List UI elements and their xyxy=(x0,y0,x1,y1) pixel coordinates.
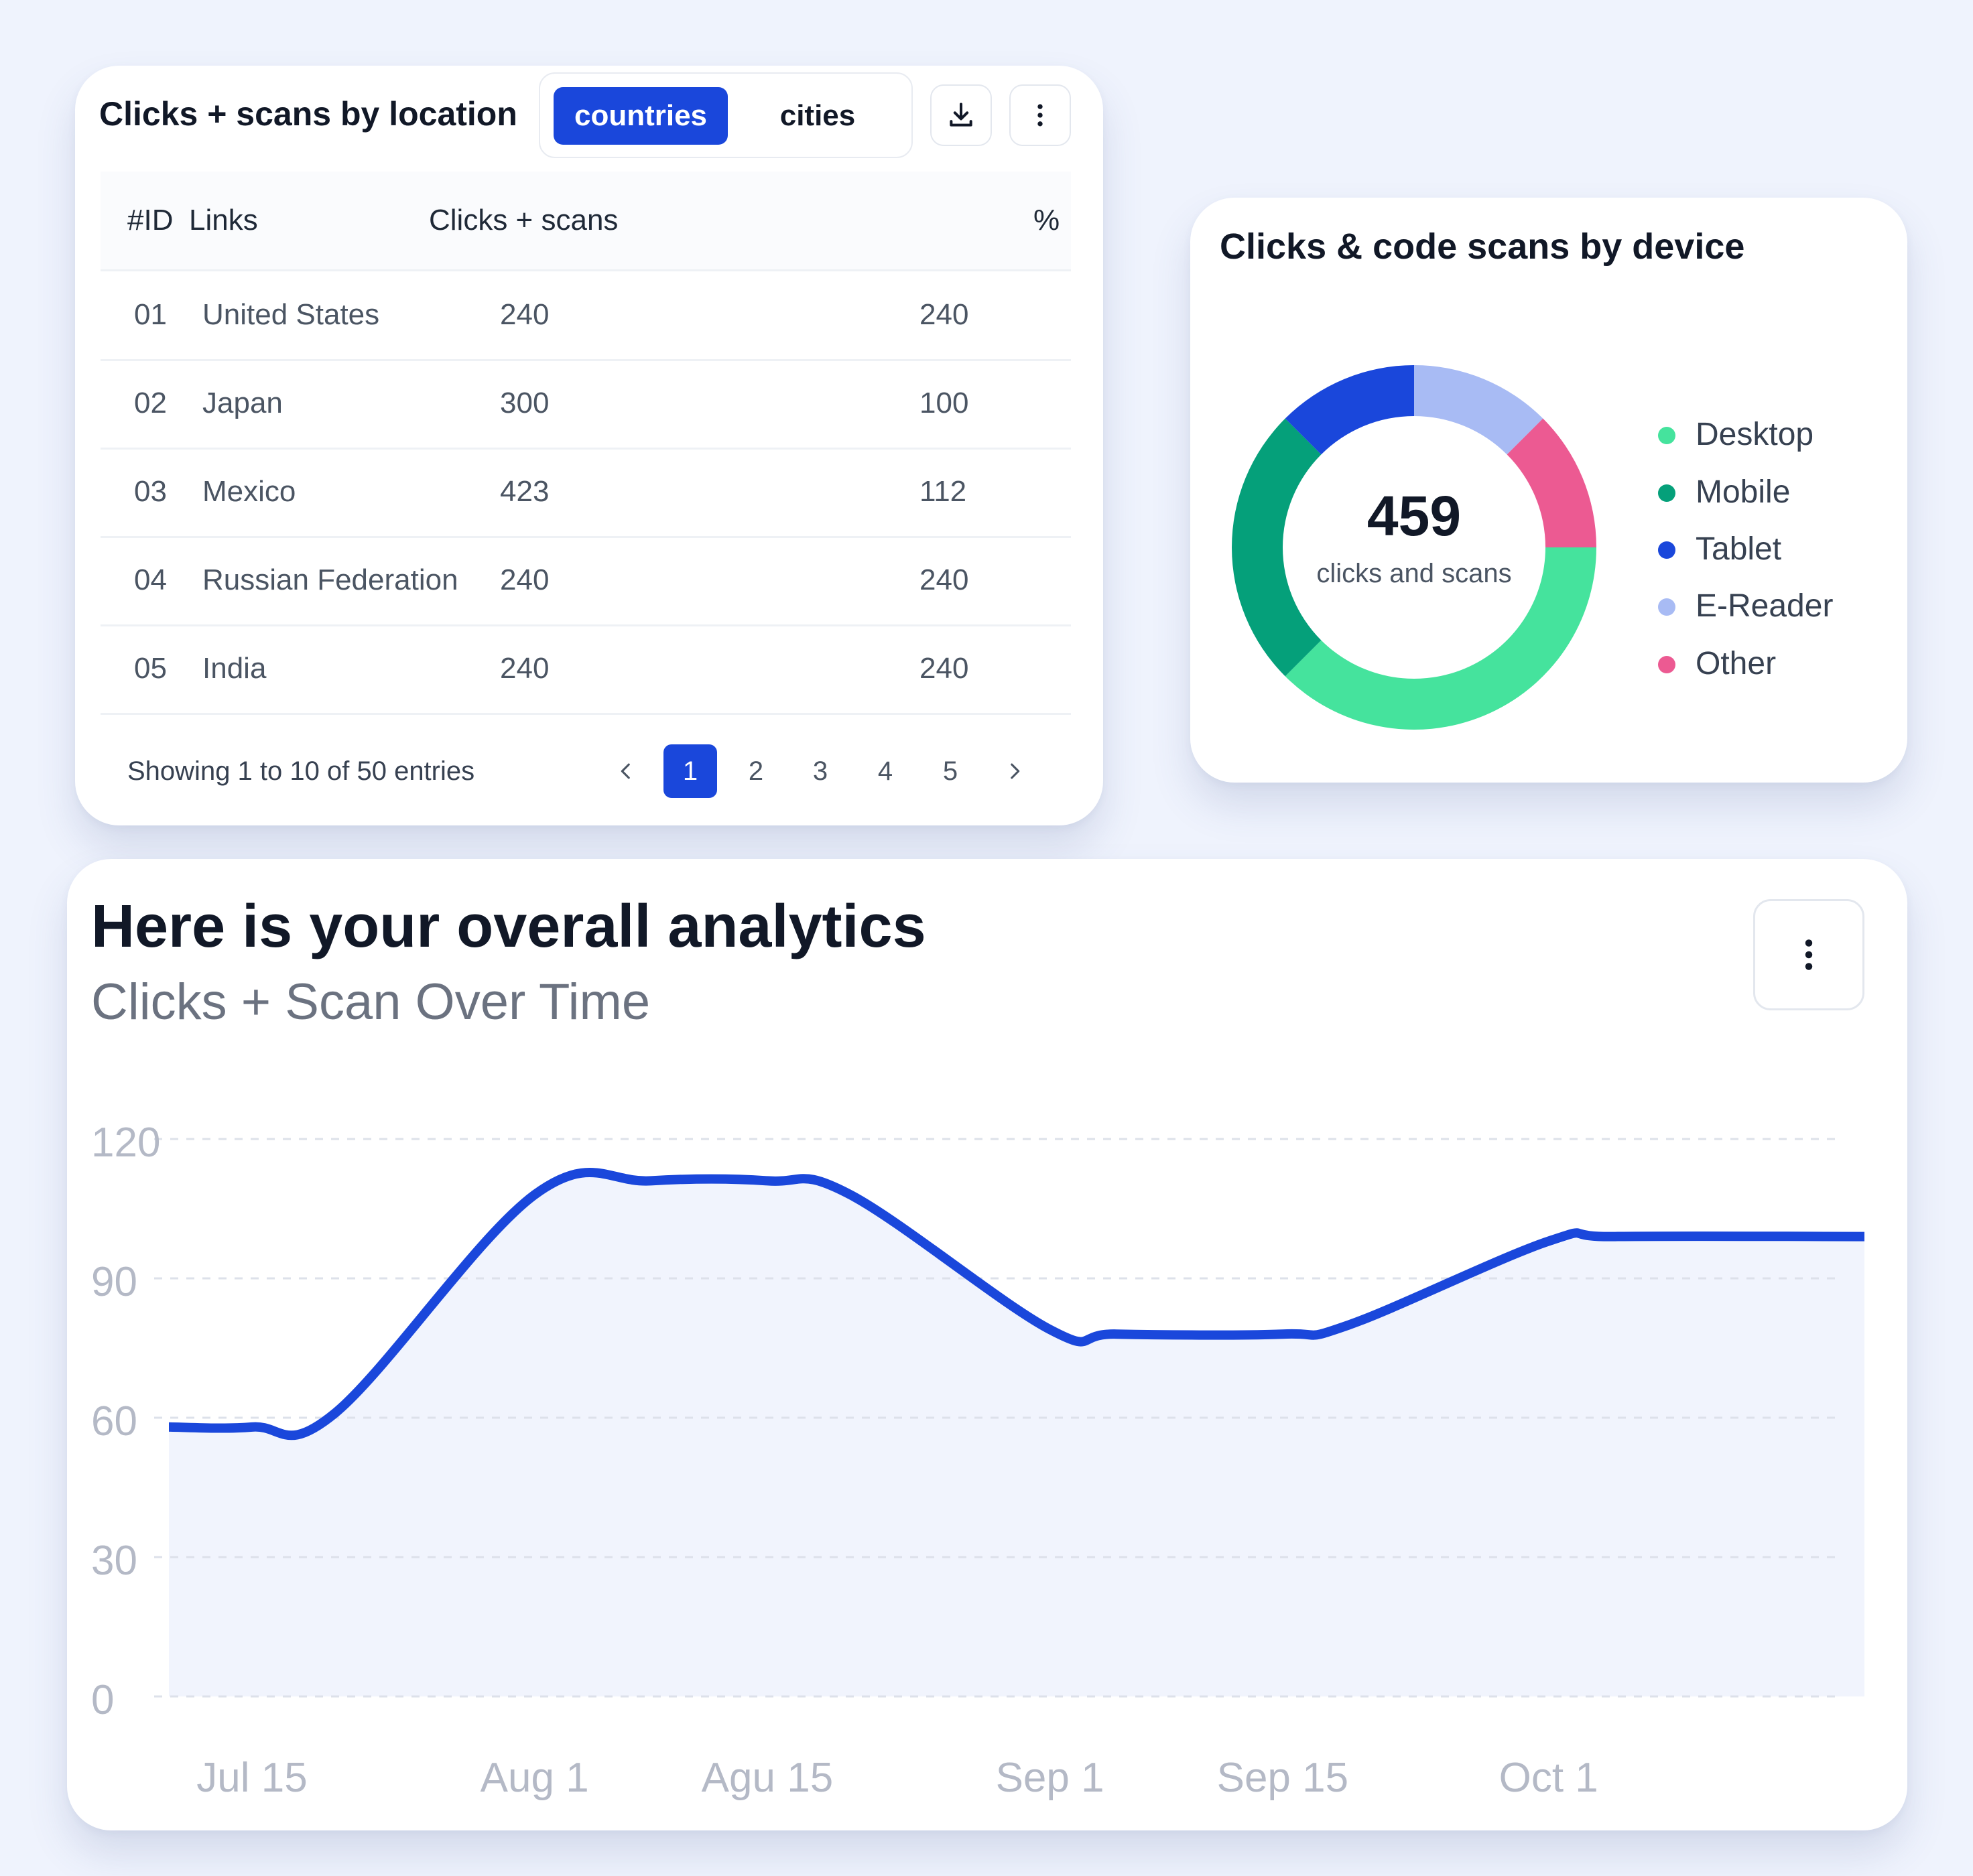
next-page-button[interactable] xyxy=(995,744,1035,798)
row-clicks: 423 xyxy=(500,475,550,508)
table-row[interactable]: 01 United States 240 240 xyxy=(101,271,1071,361)
donut-total-value: 459 xyxy=(1366,484,1462,547)
more-vertical-icon xyxy=(1805,939,1813,970)
legend-label: Other xyxy=(1696,646,1777,681)
x-tick-label: Sep 1 xyxy=(996,1755,1104,1801)
legend-label: E-Reader xyxy=(1696,588,1834,624)
page-button-3[interactable]: 3 xyxy=(812,756,828,786)
page-button-1[interactable]: 1 xyxy=(663,744,717,798)
donut-segment-mobile xyxy=(1232,418,1322,677)
y-tick-label: 90 xyxy=(91,1259,137,1305)
row-clicks: 240 xyxy=(500,298,550,331)
row-percent: 112 xyxy=(919,475,967,508)
download-icon xyxy=(950,103,972,127)
row-percent: 100 xyxy=(919,387,969,419)
device-donut-chart xyxy=(1232,365,1596,730)
legend-dot xyxy=(1658,484,1675,502)
x-tick-label: Aug 1 xyxy=(481,1755,589,1801)
table-row[interactable]: 02 Japan 300 100 xyxy=(101,359,1071,450)
donut-segment-tablet xyxy=(1285,365,1414,455)
row-link: United States xyxy=(202,298,380,331)
row-clicks: 240 xyxy=(500,563,550,596)
donut-segment-other xyxy=(1507,418,1596,547)
location-card-title: Clicks + scans by location xyxy=(99,95,517,133)
donut-total-label: clicks and scans xyxy=(1316,559,1512,588)
x-tick-label: Oct 1 xyxy=(1499,1755,1598,1801)
row-link: India xyxy=(202,652,267,685)
donut-segment-e-reader xyxy=(1414,365,1543,455)
donut-segment-desktop xyxy=(1285,547,1596,730)
row-link: Mexico xyxy=(202,475,296,508)
analytics-title: Here is your overall analytics xyxy=(91,893,926,960)
analytics-subtitle: Clicks + Scan Over Time xyxy=(91,974,651,1030)
row-id: 03 xyxy=(134,475,167,508)
row-percent: 240 xyxy=(919,298,969,331)
entries-summary: Showing 1 to 10 of 50 entries xyxy=(127,756,475,786)
more-vertical-icon xyxy=(1037,104,1043,127)
row-id: 01 xyxy=(134,298,167,331)
page-button-2[interactable]: 2 xyxy=(748,756,764,786)
row-link: Russian Federation xyxy=(202,563,458,596)
x-tick-label: Sep 15 xyxy=(1217,1755,1349,1801)
legend-dot xyxy=(1658,427,1675,444)
x-tick-label: Jul 15 xyxy=(196,1755,307,1801)
device-card-title: Clicks & code scans by device xyxy=(1220,226,1745,267)
row-percent: 240 xyxy=(919,563,969,596)
location-card: Clicks + scans by location countries cit… xyxy=(75,66,1103,825)
x-tick-label: Agu 15 xyxy=(702,1755,834,1801)
table-row[interactable]: 04 Russian Federation 240 240 xyxy=(101,536,1071,626)
analytics-more-button[interactable] xyxy=(1753,899,1864,1010)
analytics-card: 120 90 60 30 0 Jul 15 Aug 1 Agu 15 Sep 1 Sep 15 Oc… xyxy=(67,859,1907,1830)
tab-countries[interactable]: countries xyxy=(554,87,728,145)
table-row[interactable]: 03 Mexico 423 112 xyxy=(101,448,1071,538)
legend-dot xyxy=(1658,656,1675,673)
column-header-clicks: Clicks + scans xyxy=(429,204,619,237)
column-header-percent: % xyxy=(1033,204,1060,237)
prev-page-button[interactable] xyxy=(606,744,646,798)
page-button-5[interactable]: 5 xyxy=(942,756,958,786)
chevron-right-icon xyxy=(1011,763,1020,779)
legend-label: Tablet xyxy=(1696,531,1782,567)
y-tick-label: 30 xyxy=(91,1538,137,1584)
row-percent: 240 xyxy=(919,652,969,685)
legend-label: Desktop xyxy=(1696,417,1814,452)
y-tick-label: 60 xyxy=(91,1398,137,1445)
device-card: Clicks & code scans by device 459 clicks… xyxy=(1190,198,1907,783)
series-line xyxy=(168,1168,1865,1440)
row-id: 04 xyxy=(134,563,167,596)
table-header: #ID Links Clicks + scans % xyxy=(101,172,1071,271)
download-button[interactable] xyxy=(930,84,992,146)
clicks-scan-line-chart: 120 90 60 30 0 Jul 15 Aug 1 Agu 15 Sep 1 Sep 15 Oc… xyxy=(91,1120,1865,1801)
row-link: Japan xyxy=(202,387,283,419)
table-row[interactable]: 05 India 240 240 xyxy=(101,624,1071,715)
tab-cities[interactable]: cities xyxy=(779,99,856,132)
legend-label: Mobile xyxy=(1696,474,1791,510)
series-area xyxy=(169,1172,1864,1696)
page-button-4[interactable]: 4 xyxy=(877,756,893,786)
row-id: 05 xyxy=(134,652,167,685)
legend-dot xyxy=(1658,598,1675,616)
row-id: 02 xyxy=(134,387,167,419)
chevron-left-icon xyxy=(621,763,630,779)
y-tick-label: 0 xyxy=(91,1677,114,1723)
row-clicks: 240 xyxy=(500,652,550,685)
row-clicks: 300 xyxy=(500,387,550,419)
y-tick-label: 120 xyxy=(91,1120,160,1166)
column-header-id: #ID xyxy=(127,204,174,237)
column-header-links: Links xyxy=(189,204,258,237)
location-more-button[interactable] xyxy=(1009,84,1071,146)
legend-dot xyxy=(1658,541,1675,559)
location-toggle-group: countries cities xyxy=(539,72,913,158)
